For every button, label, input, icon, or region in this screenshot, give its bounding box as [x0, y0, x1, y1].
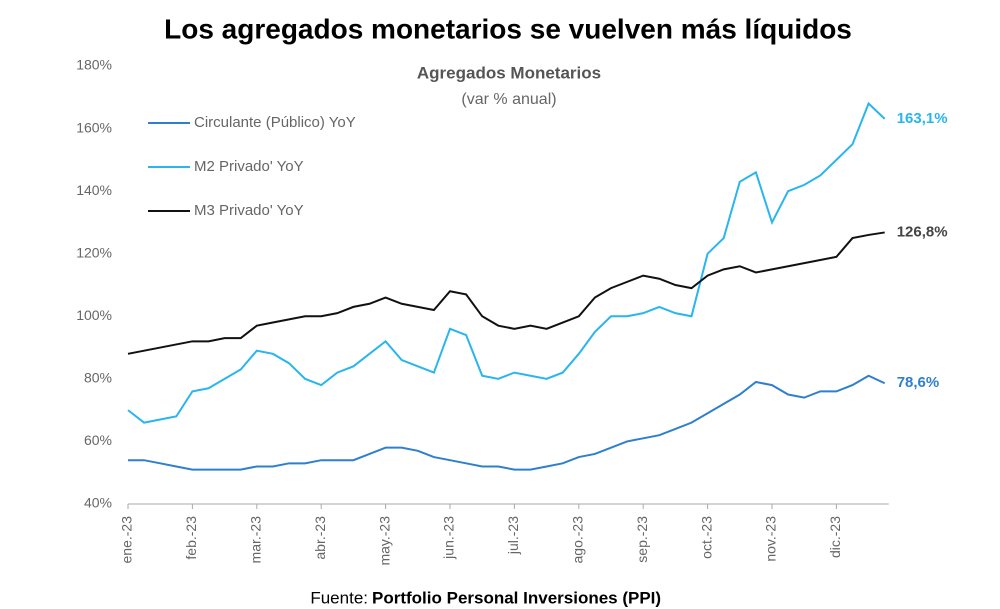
x-tick-label: abr.-23 [312, 516, 328, 560]
series-line [128, 374, 886, 471]
y-tick-label: 40% [84, 495, 112, 511]
y-tick-label: 140% [76, 182, 112, 198]
legend-label: M2 Privado' YoY [194, 158, 304, 175]
series-line [127, 231, 885, 355]
y-tick-label: 180% [76, 57, 112, 73]
chart-subtitle: (var % anual) [461, 91, 556, 108]
end-label: 163,1% [897, 110, 948, 127]
y-tick-label: 60% [84, 432, 112, 448]
y-tick-label: 80% [84, 370, 112, 386]
x-tick-label: mar.-23 [248, 516, 264, 564]
x-tick-label: feb.-23 [183, 516, 199, 560]
end-label: 78,6% [897, 374, 940, 391]
end-label: 126,8% [897, 223, 948, 240]
y-tick-label: 120% [76, 244, 112, 260]
x-tick-label: nov.-23 [763, 516, 779, 562]
x-tick-label: ene.-23 [119, 516, 135, 564]
legend-label: M3 Privado' YoY [194, 202, 304, 219]
source-prefix: Fuente: [310, 588, 368, 607]
y-tick-label: 160% [76, 119, 112, 135]
x-tick-label: ago.-23 [570, 516, 586, 564]
x-tick-label: dic.-23 [827, 516, 843, 558]
y-tick-label: 100% [76, 307, 112, 323]
chart-title: Los agregados monetarios se vuelven más … [164, 13, 852, 44]
x-tick-label: jun.-23 [441, 516, 457, 560]
x-tick-label: oct.-23 [698, 516, 714, 559]
legend-label: Circulante (Público) YoY [194, 114, 356, 131]
series-line [127, 101, 886, 424]
x-tick-label: sep.-23 [634, 516, 650, 563]
x-tick-label: jul.-23 [505, 516, 521, 555]
source: Portfolio Personal Inversiones (PPI) [372, 588, 661, 607]
chart-subtitle: Agregados Monetarios [417, 63, 601, 82]
x-tick-label: may.-23 [376, 516, 392, 566]
